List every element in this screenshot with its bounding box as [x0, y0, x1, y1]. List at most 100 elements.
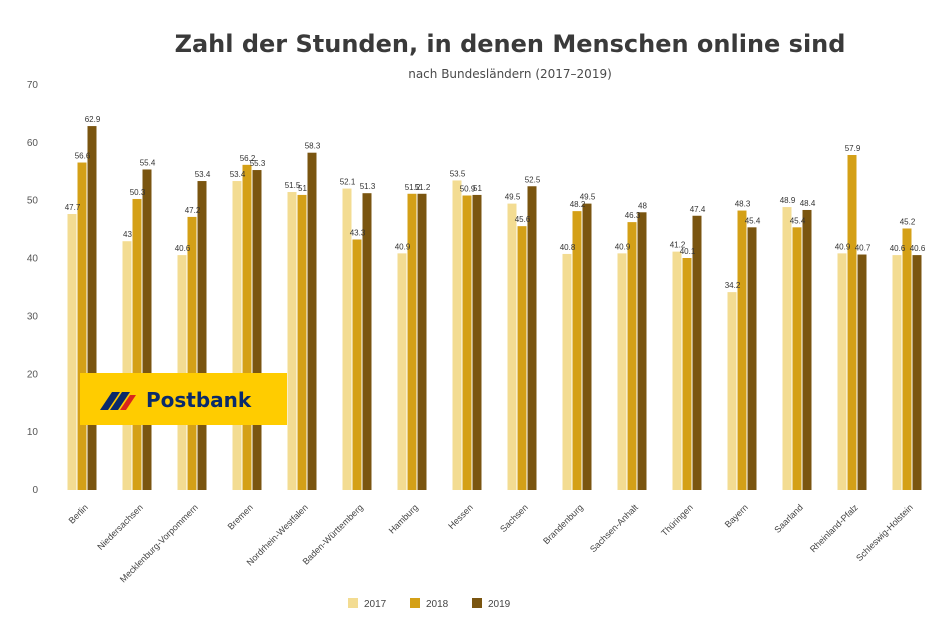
- data-label: 51: [298, 184, 307, 193]
- data-label: 62.9: [85, 115, 101, 124]
- bar: [837, 253, 847, 490]
- data-label: 46.3: [625, 211, 641, 220]
- legend-label: 2018: [426, 599, 449, 610]
- data-label: 53.4: [195, 170, 211, 179]
- y-tick-label: 70: [27, 80, 39, 91]
- bar: [177, 255, 187, 490]
- bar: [892, 255, 902, 490]
- bar: [802, 209, 812, 490]
- data-label: 48.2: [570, 200, 586, 209]
- data-label: 51.2: [405, 183, 421, 192]
- bar: [672, 251, 682, 490]
- bar: [472, 194, 482, 490]
- bar: [232, 181, 242, 491]
- data-label: 51.5: [285, 181, 301, 190]
- data-label: 47.4: [690, 205, 706, 214]
- data-label: 53.4: [230, 170, 246, 179]
- legend: 2017 2018 2019: [348, 598, 511, 610]
- data-label: 48.9: [780, 196, 796, 205]
- bar: [307, 152, 317, 490]
- x-tick-label: Niedersachsen: [95, 502, 145, 552]
- y-tick-label: 40: [27, 254, 39, 265]
- x-tick-label: Rheinland-Pfalz: [808, 502, 860, 554]
- postbank-logo: Postbank: [80, 373, 287, 425]
- bar: [362, 193, 372, 490]
- x-tick-label: Bremen: [226, 502, 255, 531]
- bars-group: [67, 126, 922, 491]
- x-tick-label: Saarland: [772, 502, 805, 535]
- bar: [627, 222, 637, 490]
- bar: [417, 193, 427, 490]
- data-label: 40.9: [835, 242, 851, 251]
- bar: [352, 239, 362, 490]
- bar: [572, 211, 582, 490]
- bar: [252, 170, 262, 491]
- bar: [342, 188, 352, 491]
- data-label: 34.2: [725, 281, 741, 290]
- y-tick-label: 30: [27, 311, 39, 322]
- data-label: 45.4: [745, 216, 761, 225]
- data-label: 48.3: [735, 200, 751, 209]
- data-label: 47.2: [185, 206, 201, 215]
- legend-swatch: [410, 598, 420, 608]
- data-label: 48: [638, 201, 647, 210]
- bar: [912, 255, 922, 490]
- data-label: 50.9: [460, 185, 476, 194]
- bar: [187, 216, 197, 490]
- x-tick-label: Brandenburg: [541, 502, 585, 546]
- chart-subtitle: nach Bundesländern (2017–2019): [408, 67, 612, 81]
- data-label: 41.2: [670, 241, 686, 250]
- data-label: 56.6: [75, 152, 91, 161]
- data-label: 55.3: [250, 159, 266, 168]
- data-labels-group: 47.7 56.6 62.9 43 50.3 55.4 40.6 47.2 53.4 53.4 56…: [65, 115, 926, 290]
- bar: [617, 253, 627, 490]
- data-label: 40.8: [560, 243, 576, 252]
- data-label: 40.9: [395, 242, 411, 251]
- data-label: 47.7: [65, 203, 81, 212]
- legend-label: 2017: [364, 599, 387, 610]
- x-tick-label: Hessen: [446, 502, 475, 531]
- bar: [847, 155, 857, 490]
- data-label: 40.1: [680, 247, 696, 256]
- bar: [197, 181, 207, 491]
- data-label: 51.2: [415, 183, 431, 192]
- bar: [507, 203, 517, 490]
- y-tick-label: 50: [27, 196, 39, 207]
- bar: [857, 254, 867, 490]
- data-label: 50.3: [130, 188, 146, 197]
- logo-text: Postbank: [146, 388, 252, 412]
- data-label: 48.4: [800, 199, 816, 208]
- data-label: 45.6: [515, 215, 531, 224]
- bar: [122, 241, 132, 490]
- data-label: 40.6: [890, 244, 906, 253]
- y-axis: 0 10 20 30 40 50 60 70: [27, 80, 39, 496]
- legend-swatch: [348, 598, 358, 608]
- x-tick-label: Bayern: [723, 502, 750, 529]
- x-tick-label: Sachsen-Anhalt: [588, 502, 640, 554]
- bar: [792, 227, 802, 491]
- data-label: 43.3: [350, 228, 366, 237]
- bar: [737, 210, 747, 491]
- x-tick-label: Baden-Württemberg: [301, 502, 365, 566]
- data-label: 51: [473, 184, 482, 193]
- legend-swatch: [472, 598, 482, 608]
- data-label: 56.2: [240, 154, 256, 163]
- x-tick-label: Hamburg: [387, 502, 420, 535]
- data-label: 52.1: [340, 178, 356, 187]
- bar: [397, 253, 407, 490]
- x-tick-label: Schleswig-Holstein: [854, 502, 915, 563]
- bar: [407, 193, 417, 490]
- bar: [132, 198, 142, 490]
- bar: [77, 162, 87, 490]
- data-label: 43: [123, 230, 132, 239]
- bar: [727, 292, 737, 490]
- bar: [782, 207, 792, 491]
- x-tick-label: Thüringen: [659, 502, 695, 538]
- data-label: 49.5: [580, 193, 596, 202]
- bar: [637, 212, 647, 491]
- data-label: 40.9: [615, 242, 631, 251]
- bar: [67, 214, 77, 490]
- data-label: 40.7: [855, 244, 871, 253]
